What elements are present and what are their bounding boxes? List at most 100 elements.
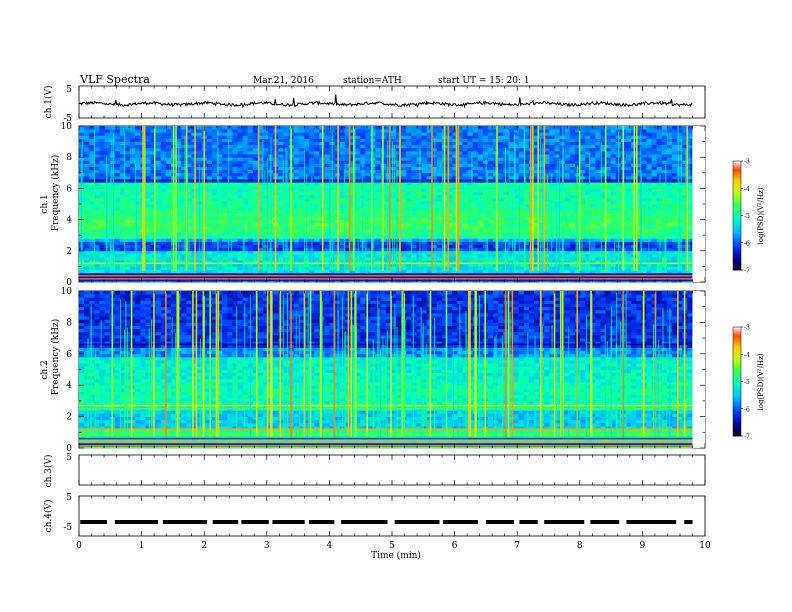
spectrogram-cell bbox=[569, 157, 576, 161]
spectrogram-cell bbox=[595, 200, 601, 205]
spectrogram-cell bbox=[222, 163, 228, 167]
spectrogram-cell bbox=[227, 247, 233, 252]
spectrogram-cell bbox=[626, 182, 632, 186]
spectrogram-cell bbox=[160, 247, 167, 252]
spectrogram-cell bbox=[447, 235, 453, 239]
spectrogram-cell bbox=[580, 247, 586, 252]
spectrogram-cell bbox=[365, 204, 371, 208]
spectrogram-cell bbox=[125, 194, 131, 199]
spectrogram-cell bbox=[94, 232, 100, 236]
spectrogram-cell bbox=[247, 197, 254, 202]
spectrogram-cell bbox=[687, 238, 693, 242]
spectrogram-cell bbox=[595, 228, 601, 233]
spectrogram-cell bbox=[482, 175, 489, 180]
spectrogram-cell bbox=[595, 260, 601, 264]
spectrogram-cell bbox=[252, 219, 259, 224]
spectrogram-cell bbox=[656, 166, 663, 171]
spectrogram-cell bbox=[395, 222, 402, 227]
spectrogram-cell bbox=[513, 219, 520, 224]
spectrogram-cell bbox=[518, 225, 525, 230]
spectrogram-cell bbox=[349, 157, 356, 161]
spectrogram-cell bbox=[324, 219, 330, 224]
spectrogram-cell bbox=[145, 244, 151, 249]
spectrogram-cell bbox=[375, 228, 382, 233]
spectrogram-cell bbox=[452, 175, 458, 180]
spectrogram-cell bbox=[252, 169, 259, 174]
spectrogram-cell bbox=[416, 154, 422, 158]
spectrogram-cell bbox=[472, 169, 479, 174]
spectrogram-cell bbox=[99, 228, 105, 233]
spectrogram-cell bbox=[119, 216, 126, 220]
spectrogram-cell bbox=[257, 228, 264, 233]
spectrogram-cell bbox=[421, 241, 428, 245]
spectrogram-cell bbox=[487, 253, 494, 258]
spectrogram-cell bbox=[84, 194, 90, 199]
spectrogram-cell bbox=[339, 247, 346, 252]
spectrogram-cell bbox=[385, 228, 392, 233]
spectrogram-cell bbox=[672, 222, 678, 227]
spectrogram-cell bbox=[263, 182, 269, 186]
spectrogram-cell bbox=[114, 157, 121, 161]
spectrogram-cell bbox=[385, 163, 392, 167]
spectrogram-cell bbox=[401, 197, 407, 202]
spectrogram-cell bbox=[89, 222, 95, 227]
spectrogram-cell bbox=[165, 204, 172, 208]
spectrogram-cell bbox=[666, 188, 673, 192]
spectrogram-cell bbox=[109, 250, 116, 255]
spectrogram-cell bbox=[487, 210, 494, 214]
spectrogram-cell bbox=[503, 175, 509, 180]
spectrogram-cell bbox=[211, 219, 218, 224]
spectrogram-cell bbox=[293, 163, 300, 167]
spectrogram-cell bbox=[498, 257, 504, 261]
spectrogram-cell bbox=[206, 204, 213, 208]
spectrogram-cell bbox=[165, 253, 172, 258]
spectrogram-cell bbox=[109, 197, 116, 202]
spectrogram-cell bbox=[626, 269, 632, 274]
spectrogram-cell bbox=[114, 244, 121, 249]
spectrogram-cell bbox=[89, 154, 95, 158]
spectrogram-cell bbox=[590, 266, 596, 270]
spectrogram-cell bbox=[232, 263, 238, 267]
spectrogram-cell bbox=[135, 238, 141, 242]
spectrogram-cell bbox=[109, 260, 116, 264]
spectrogram-cell bbox=[160, 213, 167, 217]
spectrogram-cell bbox=[539, 197, 545, 202]
spectrogram-cell bbox=[467, 160, 474, 164]
spectrogram-cell bbox=[406, 154, 412, 158]
spectrogram-cell bbox=[523, 160, 530, 164]
spectrogram-cell bbox=[99, 163, 105, 167]
spectrogram-cell bbox=[487, 200, 494, 205]
spectrogram-cell bbox=[227, 207, 233, 211]
spectrogram-cell bbox=[324, 232, 330, 236]
spectrogram-cell bbox=[155, 204, 162, 208]
spectrogram-cell bbox=[222, 210, 228, 214]
spectrogram-cell bbox=[119, 253, 126, 258]
spectrogram-cell bbox=[344, 266, 351, 270]
spectrogram-cell bbox=[656, 225, 663, 230]
spectrogram-cell bbox=[406, 216, 412, 220]
spectrogram-cell bbox=[232, 160, 238, 164]
spectrogram-cell bbox=[109, 175, 116, 180]
spectrogram-cell bbox=[416, 250, 422, 255]
spectrogram-cell bbox=[232, 194, 238, 199]
spectrogram-cell bbox=[636, 241, 642, 245]
spectrogram-cell bbox=[651, 225, 658, 230]
spectrogram-cell bbox=[217, 238, 223, 242]
spectrogram-cell bbox=[411, 266, 417, 270]
spectrogram-cell bbox=[293, 260, 300, 264]
spectrogram-cell bbox=[293, 266, 300, 270]
spectrogram-cell bbox=[436, 222, 443, 227]
spectrogram-cell bbox=[651, 188, 658, 192]
spectrogram-cell bbox=[227, 241, 233, 245]
spectrogram-cell bbox=[457, 200, 463, 205]
spectrogram-cell bbox=[452, 166, 458, 171]
spectrogram-cell bbox=[247, 191, 254, 196]
spectrogram-cell bbox=[595, 238, 601, 242]
spectrogram-cell bbox=[416, 194, 422, 199]
spectrogram-cell bbox=[165, 228, 172, 233]
spectrogram-cell bbox=[293, 204, 300, 208]
spectrogram-cell bbox=[211, 160, 218, 164]
spectrogram-cell bbox=[416, 213, 422, 217]
spectrogram-cell bbox=[462, 200, 468, 205]
spectrogram-cell bbox=[222, 160, 228, 164]
